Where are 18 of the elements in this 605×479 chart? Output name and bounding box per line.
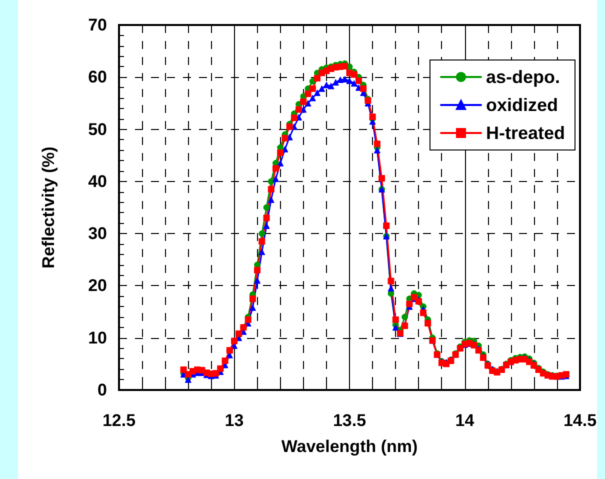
y-tick-label: 50 — [88, 120, 107, 139]
y-tick-label: 60 — [88, 68, 107, 87]
legend-label: as-depo. — [486, 67, 560, 87]
x-tick-label: 13 — [224, 411, 244, 430]
x-tick-label: 13.5 — [332, 411, 366, 430]
y-tick-label: 10 — [88, 328, 107, 348]
y-tick-label: 0 — [98, 380, 107, 400]
legend-label: H-treated — [486, 123, 565, 143]
y-tick-label: 30 — [88, 224, 107, 244]
x-tick-label: 14.5 — [563, 411, 597, 430]
y-tick-label: 40 — [88, 172, 107, 191]
x-tick-label: 14 — [455, 411, 475, 430]
x-tick-label: 12.5 — [102, 411, 136, 430]
y-tick-label: 20 — [88, 276, 107, 296]
y-tick-label: 70 — [88, 16, 107, 34]
x-axis-title: Wavelength (nm) — [281, 437, 418, 456]
legend-label: oxidized — [486, 95, 558, 115]
y-axis-title: Reflectivity (%) — [39, 146, 58, 268]
